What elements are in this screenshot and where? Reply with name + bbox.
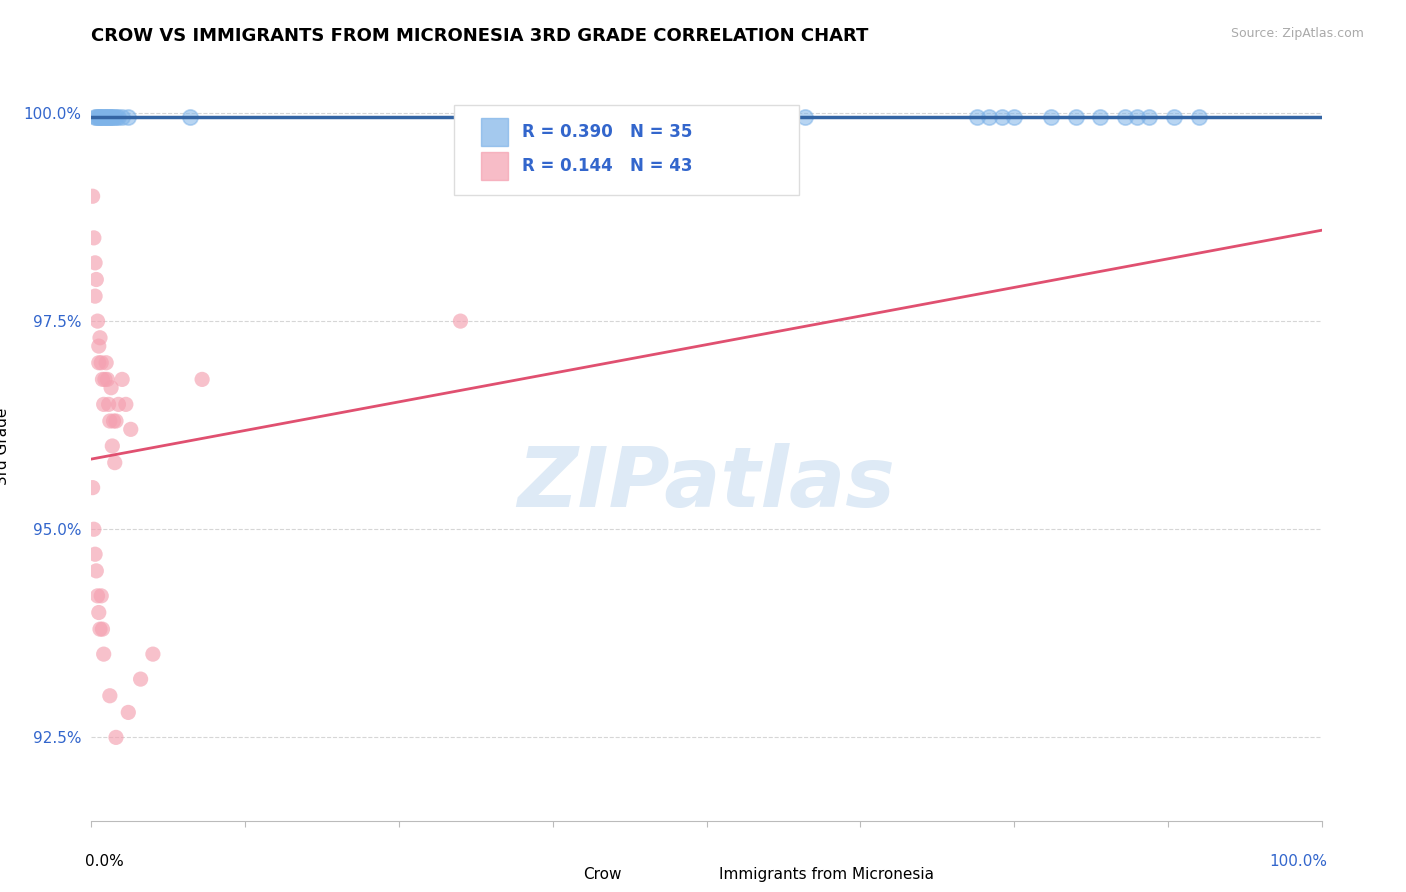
Point (1163, 110, 1185, 124)
Point (98, 689, 121, 703)
Point (90, 589, 112, 603)
Point (756, 110, 779, 124)
Point (105, 731, 127, 745)
Point (105, 110, 127, 124)
FancyBboxPatch shape (481, 152, 509, 180)
Point (101, 439, 124, 453)
Point (105, 414, 127, 428)
FancyBboxPatch shape (547, 863, 574, 887)
Text: R = 0.390   N = 35: R = 0.390 N = 35 (522, 123, 692, 141)
Point (86, 589, 108, 603)
Point (1002, 110, 1025, 124)
Point (97, 110, 120, 124)
Text: Immigrants from Micronesia: Immigrants from Micronesia (718, 867, 934, 882)
Point (93, 397, 115, 411)
Point (103, 110, 125, 124)
Point (90, 110, 112, 124)
Point (86, 110, 108, 124)
Text: ZIPatlas: ZIPatlas (517, 443, 896, 524)
FancyBboxPatch shape (682, 863, 709, 887)
Point (142, 647, 165, 661)
Point (98, 110, 121, 124)
Point (96, 372, 118, 386)
Point (93, 110, 115, 124)
Point (1088, 110, 1111, 124)
Point (86, 314, 108, 328)
Point (94, 110, 117, 124)
Point (96, 356, 117, 370)
Point (101, 110, 124, 124)
Point (979, 110, 1001, 124)
FancyBboxPatch shape (454, 105, 799, 195)
Point (191, 372, 214, 386)
Point (87, 110, 110, 124)
Point (990, 110, 1012, 124)
Point (793, 110, 815, 124)
Text: Source: ZipAtlas.com: Source: ZipAtlas.com (1230, 27, 1364, 40)
Point (89, 110, 111, 124)
Point (91, 372, 114, 386)
Point (90, 356, 112, 370)
Point (100, 381, 122, 395)
Point (1187, 110, 1209, 124)
Point (100, 110, 122, 124)
Point (117, 706, 139, 720)
Point (1114, 110, 1136, 124)
Point (84, 110, 107, 124)
Point (179, 110, 201, 124)
Text: Crow: Crow (583, 867, 621, 882)
Point (82, 189, 104, 203)
Y-axis label: 3rd Grade: 3rd Grade (0, 408, 10, 484)
Point (114, 397, 138, 411)
Point (120, 422, 142, 436)
Point (449, 314, 471, 328)
Text: R = 0.144   N = 43: R = 0.144 N = 43 (522, 157, 693, 175)
Point (91, 110, 114, 124)
Point (84, 256, 107, 270)
Point (86, 272, 108, 286)
Point (89, 331, 111, 345)
Point (97, 397, 120, 411)
Point (86, 564, 108, 578)
Point (111, 372, 134, 386)
Point (107, 397, 129, 411)
Point (96, 110, 118, 124)
Point (86, 110, 108, 124)
Point (129, 672, 152, 686)
Point (1064, 110, 1087, 124)
Point (91, 622, 114, 636)
Point (98, 414, 121, 428)
Point (94, 372, 117, 386)
Point (87, 606, 110, 620)
Point (1139, 110, 1161, 124)
Point (107, 110, 129, 124)
Point (84, 289, 107, 303)
Point (117, 110, 139, 124)
Point (82, 481, 104, 495)
Point (87, 339, 110, 353)
Point (87, 356, 110, 370)
Point (1126, 110, 1149, 124)
Point (103, 414, 125, 428)
Text: 100.0%: 100.0% (1270, 855, 1327, 870)
Text: 0.0%: 0.0% (86, 855, 124, 870)
Point (1039, 110, 1063, 124)
Point (966, 110, 988, 124)
Point (111, 110, 134, 124)
Point (96, 110, 117, 124)
Point (83, 231, 105, 245)
Text: CROW VS IMMIGRANTS FROM MICRONESIA 3RD GRADE CORRELATION CHART: CROW VS IMMIGRANTS FROM MICRONESIA 3RD G… (91, 27, 869, 45)
Point (93, 647, 115, 661)
Point (84, 547, 107, 561)
FancyBboxPatch shape (481, 118, 509, 146)
Point (89, 622, 111, 636)
Point (83, 522, 105, 536)
Point (104, 456, 127, 470)
